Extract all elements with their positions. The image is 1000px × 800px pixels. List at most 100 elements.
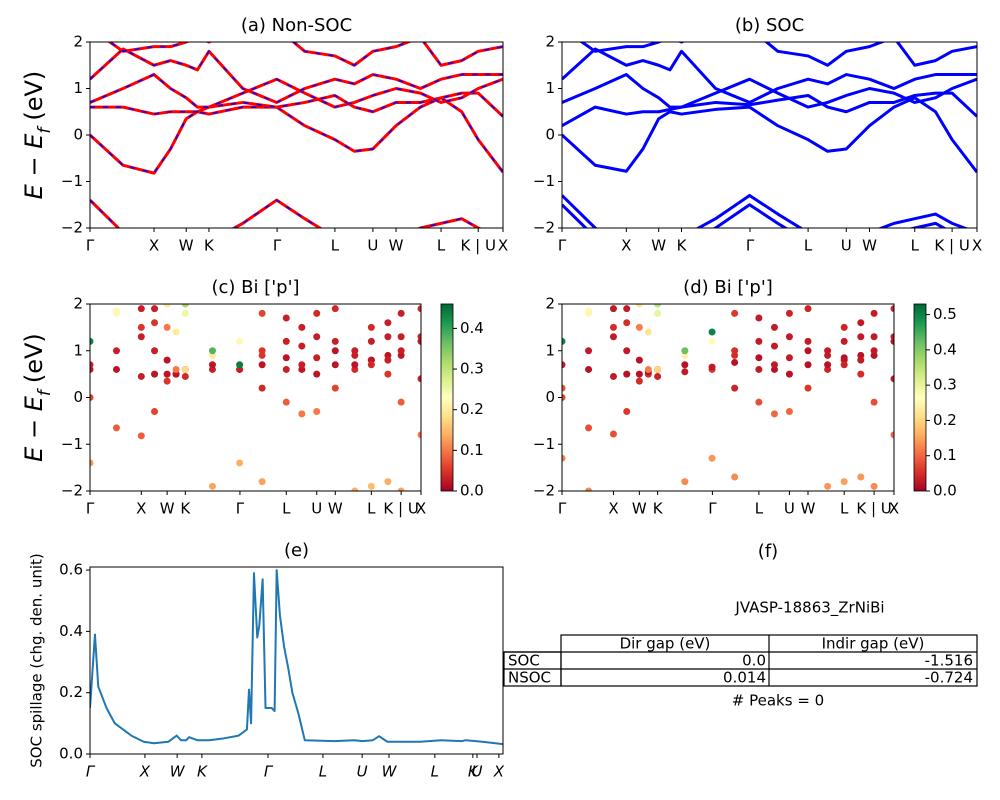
band-point xyxy=(562,337,566,345)
band-point xyxy=(208,482,216,490)
band-point xyxy=(367,323,375,331)
x-tick-label: X xyxy=(416,500,426,518)
band-point xyxy=(163,377,171,385)
x-tick-label: K xyxy=(204,237,215,255)
x-tick-label: Γ xyxy=(236,500,245,518)
band-overlay xyxy=(90,92,503,117)
band-point xyxy=(417,333,421,341)
y-tick-label: −1 xyxy=(533,435,555,453)
x-tick-label: Γ xyxy=(86,237,95,255)
x-tick-label: L xyxy=(911,237,920,255)
panel-title: (e) xyxy=(284,540,309,561)
x-tick-label: L xyxy=(331,237,340,255)
band-point xyxy=(351,347,359,355)
band-point xyxy=(367,337,375,345)
y-tick-label: 2 xyxy=(73,33,83,51)
axes-frame xyxy=(89,41,504,229)
x-tick-label: L xyxy=(840,500,849,518)
band-point xyxy=(644,365,652,373)
band-point xyxy=(137,333,145,341)
table-row-label: SOC xyxy=(508,652,540,670)
band-point xyxy=(282,365,290,373)
label-part: (eV) xyxy=(20,71,48,121)
x-tick-label: W xyxy=(160,500,175,518)
x-tick-label: X xyxy=(889,500,899,518)
band-point xyxy=(890,375,894,383)
band-overlay xyxy=(108,42,503,67)
x-tick-label: Γ xyxy=(273,237,282,255)
x-tick-label: W xyxy=(389,237,404,255)
panel-title: (f) xyxy=(758,541,778,562)
band-point xyxy=(397,347,405,355)
band-line xyxy=(562,193,969,228)
band-point xyxy=(857,333,865,341)
band-line xyxy=(90,47,503,104)
y-axis-label: E − Ef (eV) xyxy=(20,333,55,462)
label-part: E − E xyxy=(20,395,48,462)
axes-frame xyxy=(89,303,422,492)
y-tick-label: −2 xyxy=(61,219,83,237)
band-point xyxy=(331,361,339,369)
band-point xyxy=(258,478,266,486)
colorbar-tick-label: 0.5 xyxy=(933,305,957,323)
band-point xyxy=(137,305,145,313)
band-point xyxy=(163,370,171,378)
band-point xyxy=(172,328,180,336)
band-point xyxy=(681,347,689,355)
band-point xyxy=(163,356,171,364)
band-point xyxy=(397,333,405,341)
band-point xyxy=(731,309,739,317)
band-point xyxy=(857,356,865,364)
x-tick-label: W xyxy=(328,500,343,518)
band-point xyxy=(840,361,848,369)
panel-f: (f) JVASP-18863_ZrNiBi Dir gap (eV) Indi… xyxy=(503,541,978,710)
panel-title: (b) SOC xyxy=(735,15,804,36)
band-point xyxy=(635,370,643,378)
x-tick-label: L xyxy=(431,763,439,781)
band-point xyxy=(258,384,266,392)
x-tick-label: X xyxy=(149,237,159,255)
plot-area xyxy=(90,569,503,746)
band-point xyxy=(731,384,739,392)
band-point xyxy=(298,410,306,418)
band-point xyxy=(770,410,778,418)
table-cell: -1.516 xyxy=(925,652,973,670)
band-line xyxy=(90,198,483,228)
band-point xyxy=(208,347,216,355)
label-part: (eV) xyxy=(20,333,48,383)
band-point xyxy=(585,487,593,491)
band-point xyxy=(151,516,158,523)
x-tick-label: W xyxy=(382,763,398,781)
band-point xyxy=(173,296,180,303)
y-tick-label: 2 xyxy=(73,295,83,313)
y-tick-label: −2 xyxy=(533,482,555,500)
y-tick-label: −1 xyxy=(61,435,83,453)
y-tick-label: 1 xyxy=(73,79,83,97)
x-tick-label: L xyxy=(367,500,376,518)
band-point xyxy=(785,370,793,378)
x-tick-label: L xyxy=(437,237,446,255)
band-point xyxy=(654,309,662,317)
band-point xyxy=(417,305,421,313)
band-point xyxy=(331,305,339,313)
band-line xyxy=(562,203,947,228)
band-point xyxy=(731,347,739,355)
x-tick-label: X xyxy=(139,763,151,781)
y-axis-label: E − Ef (eV) xyxy=(20,71,55,200)
band-point xyxy=(137,372,145,380)
x-tick-label: W xyxy=(651,237,666,255)
band-point xyxy=(623,408,631,416)
y-axis-label: SOC spillage (chg. den. unit) xyxy=(28,553,46,768)
band-point xyxy=(87,286,94,293)
band-point xyxy=(708,328,716,336)
band-point xyxy=(112,309,120,317)
y-tick-label: 0.6 xyxy=(59,561,83,579)
band-point xyxy=(681,361,689,369)
colorbar xyxy=(913,303,927,492)
band-point xyxy=(654,304,662,308)
x-tick-label: U xyxy=(311,500,322,518)
band-point xyxy=(282,398,290,406)
x-tick-label: X xyxy=(493,763,505,781)
